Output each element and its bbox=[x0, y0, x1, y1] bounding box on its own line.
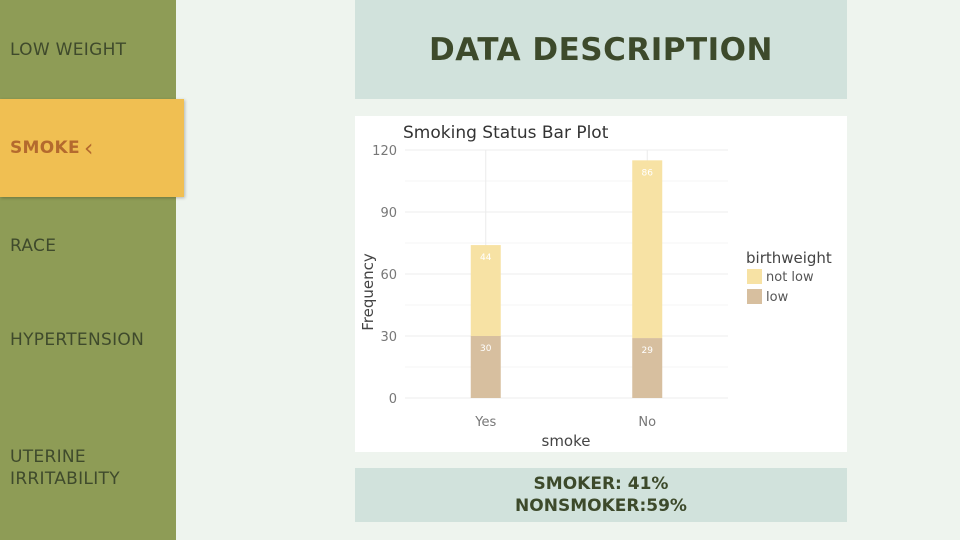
legend: not low low bbox=[747, 269, 814, 305]
y-tick-label: 60 bbox=[380, 268, 397, 283]
sidebar-item-label: HYPERTENSION bbox=[10, 330, 145, 350]
legend-label: low bbox=[766, 290, 789, 305]
chevron-left-icon: ‹ bbox=[83, 134, 94, 162]
data-label: 29 bbox=[642, 346, 654, 356]
y-tick-label: 120 bbox=[372, 144, 397, 159]
legend-title: birthweight bbox=[746, 249, 832, 267]
chart-panel: Smoking Status Bar Plot 0 30 60 90 120 30 44 2… bbox=[355, 116, 847, 452]
legend-label: not low bbox=[766, 270, 814, 285]
sidebar bbox=[0, 0, 176, 540]
data-label: 30 bbox=[480, 344, 492, 354]
bars: 30 44 29 86 bbox=[470, 160, 663, 398]
legend-swatch-low bbox=[747, 289, 762, 304]
page-title: DATA DESCRIPTION bbox=[429, 31, 773, 68]
bar-low-no bbox=[632, 338, 663, 398]
header-banner: DATA DESCRIPTION bbox=[355, 0, 847, 99]
data-label: 44 bbox=[480, 253, 492, 263]
sidebar-item-race[interactable]: RACE bbox=[0, 236, 176, 256]
x-tick-label: No bbox=[638, 415, 656, 430]
smoker-percentage: SMOKER: 41% bbox=[533, 474, 669, 494]
bar-not-low-yes bbox=[470, 245, 501, 336]
y-tick-label: 0 bbox=[389, 392, 397, 407]
sidebar-item-hypertension[interactable]: HYPERTENSION bbox=[0, 330, 176, 350]
sidebar-item-label: RACE bbox=[10, 236, 57, 256]
legend-swatch-not-low bbox=[747, 269, 762, 284]
x-axis-label: smoke bbox=[542, 432, 591, 450]
grid-lines bbox=[405, 149, 728, 399]
bar-not-low-no bbox=[632, 160, 663, 339]
chart-title: Smoking Status Bar Plot bbox=[403, 123, 609, 143]
sidebar-item-label: LOW WEIGHT bbox=[10, 40, 127, 60]
stats-banner: SMOKER: 41% NONSMOKER:59% bbox=[355, 468, 847, 522]
y-tick-labels: 0 30 60 90 120 bbox=[372, 144, 397, 407]
sidebar-item-label-line-2: IRRITABILITY bbox=[10, 469, 120, 489]
sidebar-item-low-weight[interactable]: LOW WEIGHT bbox=[0, 40, 176, 60]
data-label: 86 bbox=[642, 168, 654, 178]
y-tick-label: 30 bbox=[380, 330, 397, 345]
sidebar-item-label-line-1: UTERINE bbox=[10, 447, 86, 467]
sidebar-item-smoke[interactable]: SMOKE ‹ bbox=[0, 99, 184, 197]
sidebar-item-uterine-irritability[interactable]: UTERINE IRRITABILITY bbox=[0, 446, 176, 490]
x-tick-label: Yes bbox=[474, 415, 496, 430]
bar-low-yes bbox=[470, 336, 501, 398]
x-tick-labels: Yes No bbox=[474, 415, 656, 430]
y-tick-label: 90 bbox=[380, 206, 397, 221]
y-axis-label: Frequency bbox=[359, 253, 377, 331]
nonsmoker-percentage: NONSMOKER:59% bbox=[515, 496, 687, 516]
sidebar-item-label: SMOKE bbox=[10, 138, 80, 158]
bar-chart: Smoking Status Bar Plot 0 30 60 90 120 30 44 2… bbox=[359, 123, 832, 450]
